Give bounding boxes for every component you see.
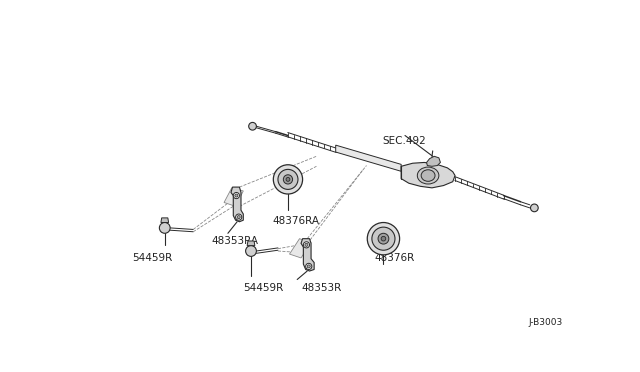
- Ellipse shape: [305, 243, 308, 246]
- Ellipse shape: [237, 216, 240, 219]
- Text: 48376R: 48376R: [374, 253, 415, 263]
- Ellipse shape: [236, 214, 242, 220]
- Ellipse shape: [284, 175, 292, 184]
- Ellipse shape: [367, 222, 399, 255]
- Ellipse shape: [307, 265, 310, 268]
- Text: 48376RA: 48376RA: [273, 216, 319, 225]
- Ellipse shape: [421, 170, 435, 181]
- Ellipse shape: [273, 165, 303, 194]
- Ellipse shape: [306, 263, 312, 269]
- Polygon shape: [301, 239, 314, 271]
- Text: 48353R: 48353R: [302, 283, 342, 294]
- Ellipse shape: [235, 194, 238, 197]
- Ellipse shape: [378, 233, 389, 244]
- Text: 54459R: 54459R: [243, 283, 284, 294]
- Polygon shape: [161, 218, 168, 222]
- Text: 54459R: 54459R: [132, 253, 173, 263]
- Ellipse shape: [381, 236, 386, 241]
- Ellipse shape: [234, 192, 239, 199]
- Ellipse shape: [246, 246, 257, 256]
- Ellipse shape: [278, 169, 298, 189]
- Polygon shape: [401, 163, 455, 188]
- Ellipse shape: [531, 204, 538, 212]
- Ellipse shape: [159, 222, 170, 233]
- Ellipse shape: [417, 167, 439, 184]
- Polygon shape: [247, 241, 255, 246]
- Polygon shape: [427, 156, 440, 166]
- Ellipse shape: [286, 177, 290, 181]
- Text: SEC.492: SEC.492: [382, 135, 426, 145]
- Ellipse shape: [372, 227, 395, 250]
- Polygon shape: [336, 145, 401, 171]
- Polygon shape: [231, 187, 243, 222]
- Text: J-B3003: J-B3003: [528, 318, 563, 327]
- Polygon shape: [224, 188, 243, 206]
- Ellipse shape: [303, 242, 310, 248]
- Ellipse shape: [249, 122, 257, 130]
- Polygon shape: [289, 239, 311, 258]
- Text: 48353RA: 48353RA: [211, 235, 258, 246]
